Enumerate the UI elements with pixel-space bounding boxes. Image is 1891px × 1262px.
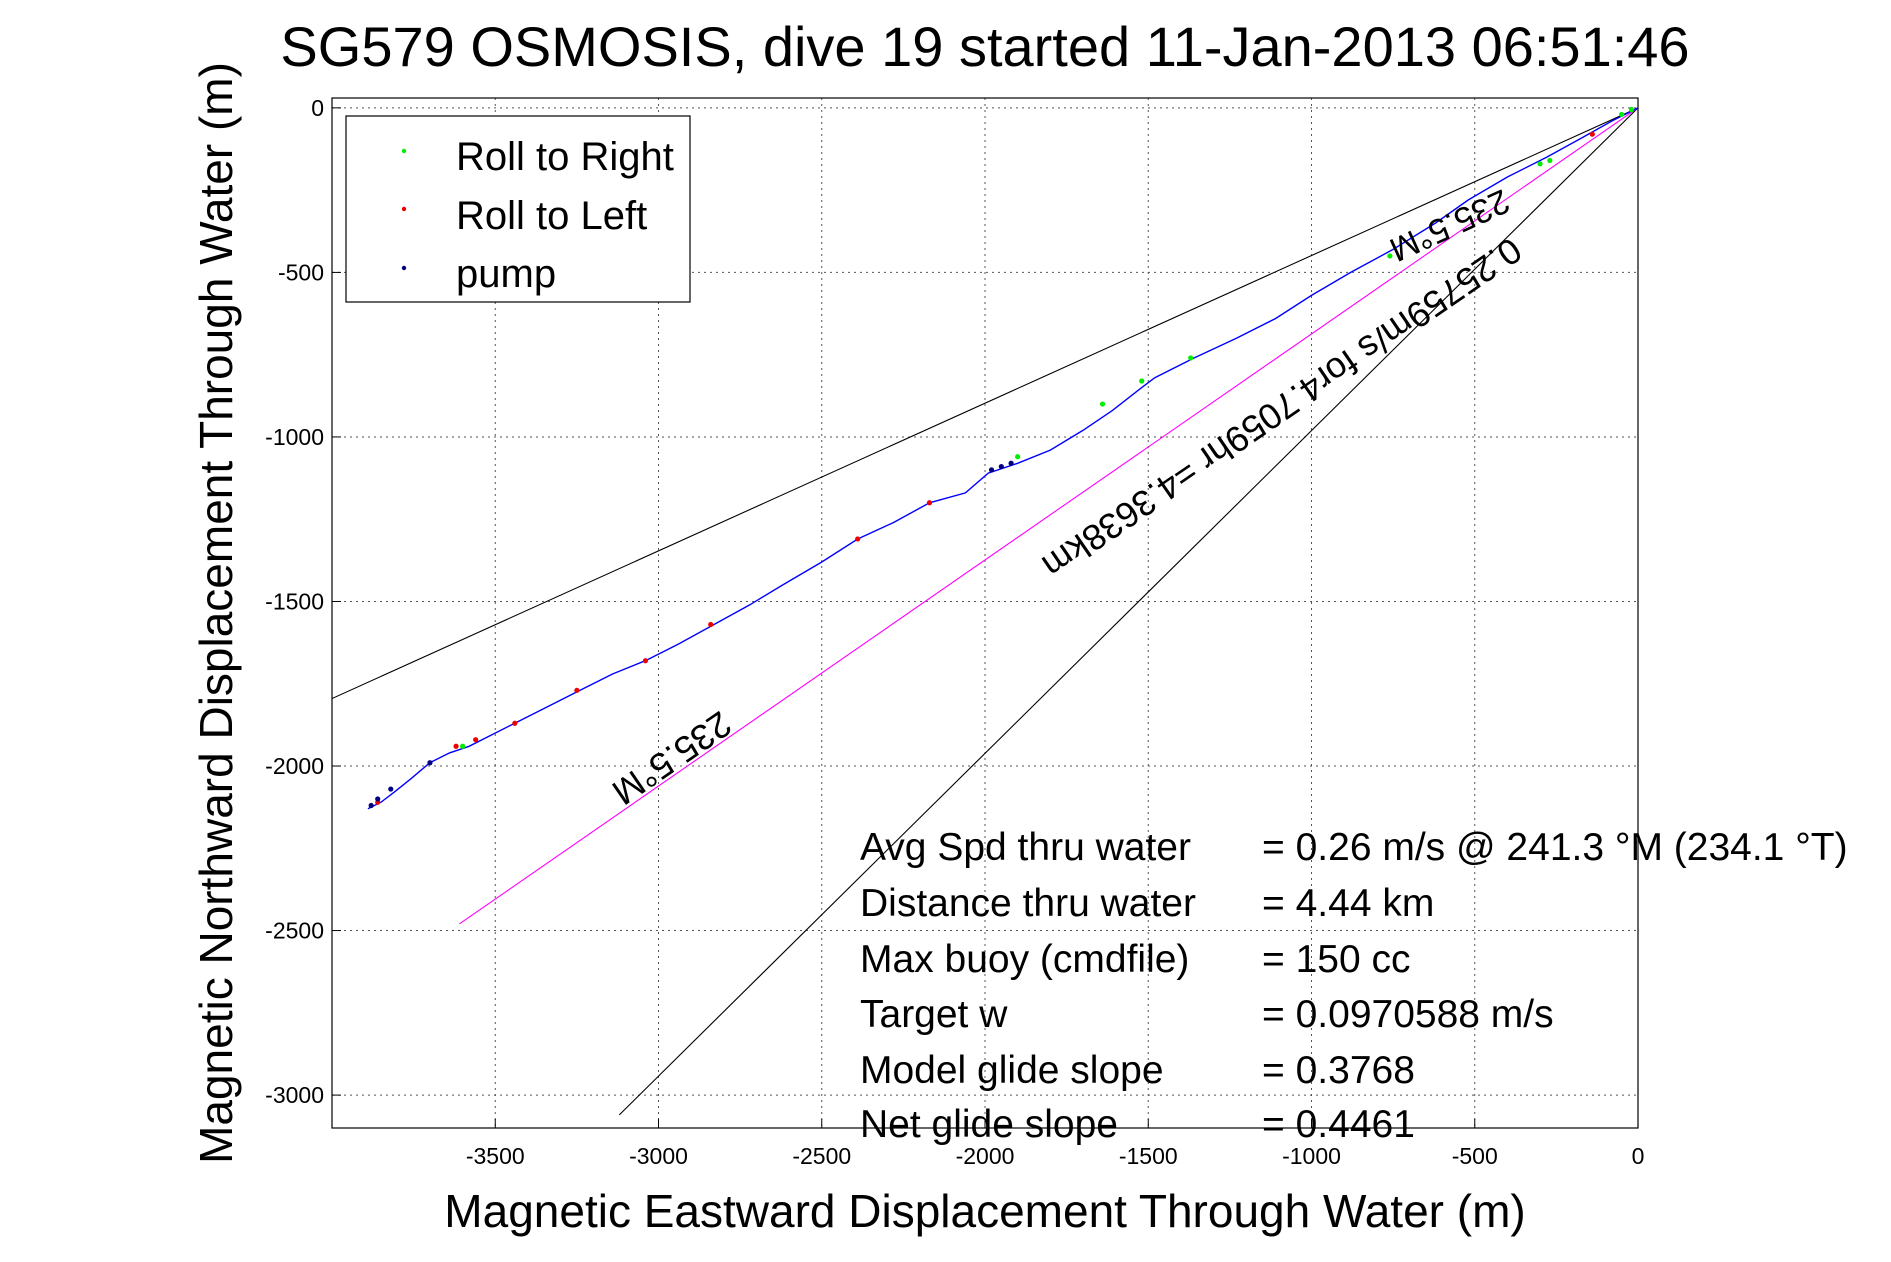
x-axis-label: Magnetic Eastward Displacement Through W… xyxy=(444,1185,1525,1237)
legend-marker-roll-right xyxy=(401,148,407,154)
x-tick-label: 0 xyxy=(1632,1143,1645,1169)
heading-line xyxy=(618,107,1638,1116)
y-tick-label: 0 xyxy=(311,95,324,121)
y-tick-label: -1500 xyxy=(265,588,324,614)
stat-value-avg-speed: = 0.26 m/s @ 241.3 °M (234.1 °T) xyxy=(1262,826,1848,869)
pump-marker xyxy=(368,802,374,809)
stat-value-max-buoy: = 150 cc xyxy=(1262,938,1411,981)
x-tick-label: -3500 xyxy=(466,1143,525,1169)
x-tick-label: -1500 xyxy=(1119,1143,1178,1169)
roll-right-marker xyxy=(1387,253,1393,259)
chart-title: SG579 OSMOSIS, dive 19 started 11-Jan-20… xyxy=(280,15,1689,78)
roll-right-marker xyxy=(1547,157,1553,164)
pump-marker xyxy=(375,796,381,802)
y-axis-ticks: 0 -500 -1000 -1500 -2000 -2500 -3000 xyxy=(265,95,341,1108)
pump-marker xyxy=(1008,460,1014,466)
x-axis-ticks: -3500 -3000 -2500 -2000 -1500 -1000 -500 0 xyxy=(466,1119,1645,1169)
roll-left-marker xyxy=(855,536,861,542)
roll-left-marker xyxy=(708,621,714,628)
pump-marker xyxy=(427,760,433,766)
roll-right-marker xyxy=(460,743,466,749)
roll-left-marker xyxy=(453,743,459,749)
roll-left-marker xyxy=(473,737,479,743)
roll-right-marker xyxy=(1628,106,1635,113)
stat-value-distance: = 4.44 km xyxy=(1262,882,1434,925)
x-tick-label: -500 xyxy=(1452,1143,1498,1169)
y-tick-label: -2500 xyxy=(265,918,324,944)
y-tick-label: -1000 xyxy=(265,424,324,450)
roll-right-marker xyxy=(1619,111,1625,118)
roll-right-marker xyxy=(1099,401,1106,407)
roll-left-marker xyxy=(512,720,518,726)
stat-label-max-buoy: Max buoy (cmdfile) xyxy=(860,938,1189,981)
x-tick-label: -2500 xyxy=(792,1143,851,1169)
event-markers xyxy=(368,106,1635,809)
legend-label-roll-left: Roll to Left xyxy=(456,194,647,238)
stat-label-distance: Distance thru water xyxy=(860,882,1196,925)
heading-line xyxy=(332,107,1638,700)
stat-value-model-glide-slope: = 0.3768 xyxy=(1262,1049,1415,1092)
x-tick-label: -3000 xyxy=(629,1143,688,1169)
legend-marker-roll-left xyxy=(401,206,407,212)
stat-label-avg-speed: Avg Spd thru water xyxy=(860,826,1191,869)
roll-left-marker xyxy=(642,658,649,664)
heading-lines xyxy=(332,107,1638,1116)
y-tick-label: -500 xyxy=(278,259,324,285)
roll-right-marker xyxy=(1537,161,1543,167)
roll-right-marker xyxy=(1188,355,1194,361)
stat-label-net-glide-slope: Net glide slope xyxy=(860,1103,1118,1146)
roll-right-marker xyxy=(1015,454,1021,460)
legend-label-pump: pump xyxy=(456,252,556,296)
pump-marker xyxy=(388,786,394,792)
legend-label-roll-right: Roll to Right xyxy=(456,135,674,179)
pump-marker xyxy=(988,467,995,473)
x-tick-label: -2000 xyxy=(956,1143,1015,1169)
dive-statistics: Avg Spd thru water = 0.26 m/s @ 241.3 °M… xyxy=(860,826,1848,1146)
stat-value-net-glide-slope: = 0.4461 xyxy=(1262,1103,1415,1146)
y-tick-label: -2000 xyxy=(265,753,324,779)
y-tick-label: -3000 xyxy=(265,1082,324,1108)
roll-left-marker xyxy=(1589,131,1595,137)
legend: Roll to Right Roll to Left pump xyxy=(345,115,691,303)
roll-left-marker xyxy=(926,500,933,506)
pump-marker xyxy=(998,463,1004,470)
y-axis-label: Magnetic Northward Displacement Through … xyxy=(190,62,242,1164)
roll-right-marker xyxy=(1139,378,1145,384)
roll-left-marker xyxy=(574,687,580,693)
heading-line xyxy=(459,107,1638,925)
legend-marker-pump xyxy=(401,265,407,271)
stat-label-model-glide-slope: Model glide slope xyxy=(860,1049,1164,1092)
stat-value-target-w: = 0.0970588 m/s xyxy=(1262,993,1554,1036)
dive-track-line xyxy=(367,107,1638,810)
x-tick-label: -1000 xyxy=(1282,1143,1341,1169)
stat-label-target-w: Target w xyxy=(860,993,1008,1036)
